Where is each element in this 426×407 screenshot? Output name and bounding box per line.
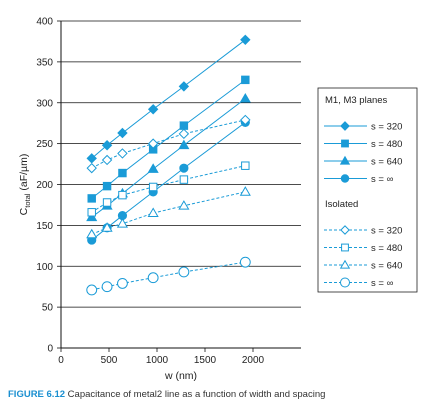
legend-marker [340,225,350,235]
data-point [239,92,251,103]
data-point [101,154,113,166]
figure-caption-text: Capacitance of metal2 line as a function… [67,389,326,400]
legend-marker [341,243,349,252]
data-point [118,168,127,178]
x-axis-title: w (nm) [164,370,197,382]
series-isolated-7 [86,256,251,296]
x-tick-label: 1000 [146,355,169,366]
data-point [147,138,159,149]
legend-marker [340,121,350,131]
x-tick-label: 2000 [242,355,265,366]
series-line [91,39,246,159]
data-point [87,208,96,217]
legend-label: s = ∞ [371,278,394,289]
series-planes-0 [86,34,251,164]
data-point [240,114,251,126]
legend-label: s = 480 [371,139,402,150]
data-point [86,153,97,164]
series-planes-2 [86,92,251,222]
data-point [240,34,251,46]
series-line [91,261,246,291]
data-point [102,198,112,207]
figure-caption: FIGURE 6.12 Capacitance of metal2 line a… [8,389,325,400]
legend-label: s = 320 [371,226,402,237]
y-tick-label: 50 [42,303,54,314]
legend-group-title: M1, M3 planes [325,95,388,106]
data-point [178,139,190,150]
legend: M1, M3 planes s = 320 s = 480 s = 640 s = ∞ I… [317,87,418,293]
legend-group-title: Isolated [325,199,358,210]
y-axis-title: Ctotal (aF/µm) [18,154,32,216]
data-point [241,75,250,85]
data-point [117,127,128,139]
x-tick-label: 1500 [194,355,217,366]
x-tick-label: 500 [101,355,118,366]
data-point [116,218,128,228]
legend-marker [339,277,351,288]
series-isolated-5 [87,161,250,217]
y-tick-label: 250 [36,139,53,150]
data-point [117,277,128,289]
data-point [179,163,189,173]
data-point [239,186,251,196]
data-point [87,194,96,203]
data-point [241,161,250,170]
y-tick-label: 200 [36,180,53,191]
data-point [178,266,190,278]
data-point [147,163,159,173]
series-line [91,121,246,241]
y-tick-label: 300 [36,98,53,109]
data-point [102,181,112,191]
y-tick-label: 0 [47,344,53,355]
series-planes-1 [87,75,250,203]
data-point [117,148,128,159]
legend-label: s = 640 [371,261,402,272]
series-line [91,119,246,169]
series-isolated-4 [86,114,251,174]
legend-marker [341,139,349,148]
legend-label: s = ∞ [371,174,394,185]
legend-label: s = 480 [371,243,402,254]
series-isolated-6 [86,186,251,239]
legend-marker [339,155,351,165]
series-line [91,98,246,218]
legend-box [317,87,418,293]
y-tick-label: 150 [36,221,53,232]
data-point [118,190,127,200]
y-tick-label: 400 [36,17,53,28]
data-point [86,228,98,239]
data-point [179,121,189,130]
y-tick-label: 100 [36,262,53,273]
data-point [148,182,158,192]
legend-label: s = 640 [371,157,402,168]
legend-marker [339,259,351,269]
data-point [147,104,159,115]
data-point [239,256,251,268]
data-point [147,272,159,284]
series-line [91,165,246,213]
x-tick-label: 0 [58,355,64,366]
data-point [178,128,190,140]
legend-marker [340,174,350,183]
data-point [178,200,190,210]
y-tick-label: 350 [36,57,53,68]
data-point [101,281,113,293]
data-point [86,211,98,222]
data-point [101,140,113,151]
figure-label: FIGURE 6.12 [8,389,66,400]
data-point [147,207,159,217]
data-point [179,175,189,184]
data-point [178,81,190,92]
data-point [86,162,97,174]
data-point [86,284,98,296]
data-point [101,222,113,232]
legend-label: s = 320 [371,122,402,133]
series-line [91,191,246,235]
